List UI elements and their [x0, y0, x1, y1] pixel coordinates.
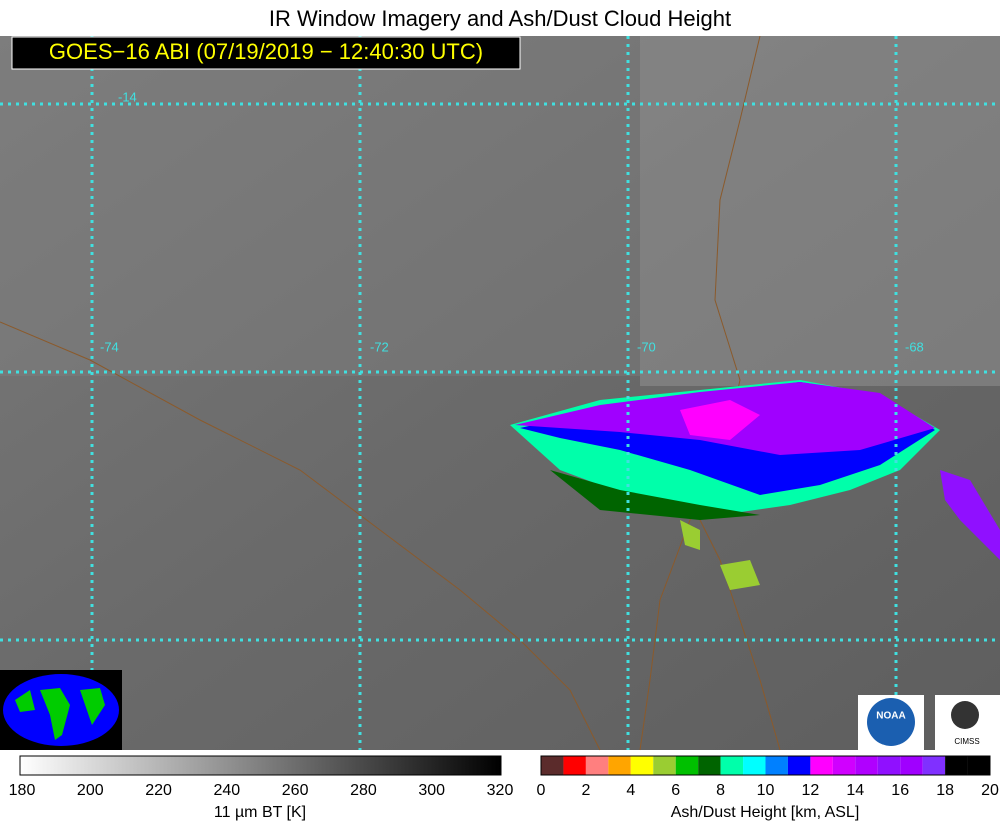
colorbar-tick-label: 300 — [418, 782, 445, 799]
graticule — [0, 36, 1000, 750]
title: IR Window Imagery and Ash/Dust Cloud Hei… — [269, 6, 731, 31]
colorbar-tick-label: 10 — [757, 782, 775, 799]
colorbar-cell — [967, 756, 990, 775]
colorbar-tick-label: 200 — [77, 782, 104, 799]
colorbar-cell — [787, 756, 811, 775]
colorbar-cell — [698, 756, 721, 775]
colorbar-frame — [540, 755, 991, 776]
colorbar-tick-label: 16 — [891, 782, 909, 799]
noaa-logo: NOAA — [858, 695, 924, 750]
coastline — [0, 321, 601, 751]
colorbar-tick-label: 0 — [537, 782, 546, 799]
subtitle-box — [11, 36, 521, 70]
subtitle: GOES−16 ABI (07/19/2019 − 12:40:30 UTC) — [49, 39, 483, 64]
colorbar-cell — [720, 756, 744, 775]
ash-plume — [510, 380, 1000, 590]
colorbar-cell — [541, 756, 564, 775]
colorbar-cell — [922, 756, 946, 775]
colorbar-cell — [675, 756, 699, 775]
colorbar-tick-label: 2 — [581, 782, 590, 799]
colorbar-cell — [945, 756, 968, 775]
lon-label: -70 — [637, 339, 656, 354]
colorbar-tick-label: 20 — [981, 782, 999, 799]
colorbar-cell — [653, 756, 676, 775]
cloud-texture — [640, 36, 1000, 386]
cloud-texture — [0, 36, 640, 376]
cimss-logo: CIMSS — [935, 695, 1000, 750]
colorbar-tick-label: 260 — [282, 782, 309, 799]
colorbar-cell — [608, 756, 631, 775]
colorbar-cell — [877, 756, 901, 775]
border — [699, 519, 781, 751]
colorbar-cell — [832, 756, 856, 775]
colorbar-tick-label: 220 — [145, 782, 172, 799]
logo-text: CIMSS — [954, 737, 979, 746]
colorbar-cell — [585, 756, 609, 775]
colorbar-tick-label: 12 — [802, 782, 820, 799]
lat-label: -14 — [118, 89, 137, 104]
logo-text: NOAA — [876, 711, 905, 722]
bt-colorbar — [19, 755, 502, 776]
lon-label: -72 — [370, 339, 389, 354]
colorbar-tick-label: 280 — [350, 782, 377, 799]
colorbar-cell — [855, 756, 878, 775]
colorbar-cell — [900, 756, 923, 775]
colorbar-tick-label: 6 — [671, 782, 680, 799]
colorbar-tick-label: 8 — [716, 782, 725, 799]
lon-label: -74 — [100, 339, 119, 354]
colorbar-tick-label: 320 — [487, 782, 514, 799]
colorbar-label: Ash/Dust Height [km, ASL] — [671, 804, 860, 821]
colorbar-cell — [765, 756, 788, 775]
colorbar-label: 11 µm BT [K] — [214, 804, 306, 821]
colorbar-tick-label: 180 — [9, 782, 36, 799]
colorbar-tick-label: 14 — [846, 782, 864, 799]
colorbar-tick-label: 4 — [626, 782, 635, 799]
ash-colorbar — [540, 755, 991, 776]
title-band — [0, 0, 1000, 36]
colorbar-cell — [630, 756, 654, 775]
lon-label: -68 — [905, 339, 924, 354]
colorbar-tick-label: 240 — [214, 782, 241, 799]
colorbar-cell — [743, 756, 766, 775]
colorbar-cell — [563, 756, 586, 775]
colorbar-tick-label: 18 — [936, 782, 954, 799]
globe-inset — [0, 670, 122, 750]
colorbar-cell — [810, 756, 833, 775]
